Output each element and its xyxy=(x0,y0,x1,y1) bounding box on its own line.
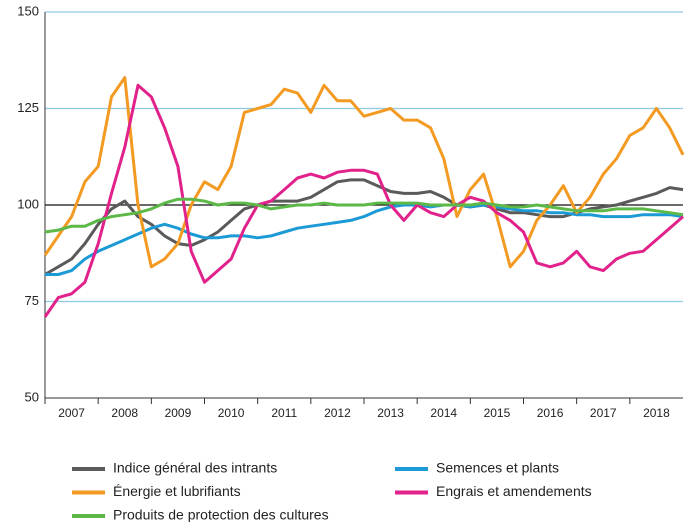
x-tick-label: 2013 xyxy=(377,406,404,420)
y-tick-label: 125 xyxy=(17,100,39,115)
series-line xyxy=(44,178,684,276)
series-line xyxy=(45,203,684,276)
legend-label: Indice général des intrants xyxy=(113,460,277,476)
legend-label: Produits de protection des cultures xyxy=(113,507,329,522)
x-tick-label: 2015 xyxy=(484,406,511,420)
x-tick-label: 2016 xyxy=(537,406,564,420)
x-tick-label: 2012 xyxy=(324,406,351,420)
y-tick-label: 75 xyxy=(25,293,39,308)
x-tick-label: 2017 xyxy=(590,406,617,420)
x-tick-label: 2007 xyxy=(58,406,85,420)
series-line xyxy=(44,197,684,234)
legend: Indice général des intrants Semences et p… xyxy=(72,460,592,523)
x-tick-label: 2010 xyxy=(218,406,245,420)
series-line xyxy=(43,83,684,318)
legend-label: Engrais et amendements xyxy=(436,483,592,499)
y-tick-label: 100 xyxy=(17,196,39,211)
x-tick-label: 2009 xyxy=(165,406,192,420)
y-tick-label: 50 xyxy=(25,389,39,404)
legend-label: Semences et plants xyxy=(436,460,559,476)
x-tick-label: 2011 xyxy=(271,406,297,420)
series-line xyxy=(43,76,685,269)
x-tick-label: 2008 xyxy=(111,406,138,420)
x-tick-label: 2014 xyxy=(430,406,457,420)
y-tick-label: 150 xyxy=(17,3,39,18)
legend-label: Énergie et lubrifiants xyxy=(113,483,241,499)
x-tick-label: 2018 xyxy=(643,406,670,420)
